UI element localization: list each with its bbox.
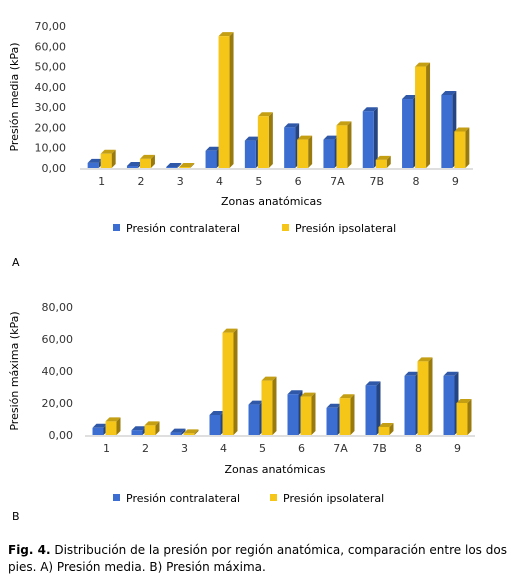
bar-contralateral-7A	[323, 135, 339, 168]
bar-ipsolateral-3	[183, 429, 199, 435]
y-tick-label: 70,00	[35, 20, 67, 33]
x-tick-label: 6	[295, 175, 302, 188]
x-axis-title: Zonas anatómicas	[225, 463, 326, 476]
x-tick-label: 8	[415, 442, 422, 455]
bar-ipsolateral-4	[222, 328, 238, 435]
legend: Presión contralateral Presión ipsolateral	[113, 222, 396, 235]
bar-contralateral-5	[248, 400, 264, 435]
legend-label: Presión ipsolateral	[283, 492, 384, 505]
bar-contralateral-9	[443, 371, 459, 435]
bar-ipsolateral-3	[179, 162, 195, 168]
caption-label: Fig. 4.	[8, 543, 51, 557]
x-tick-label: 7A	[330, 175, 345, 188]
legend-label: Presión contralateral	[126, 222, 240, 235]
x-tick-label: 7B	[372, 442, 387, 455]
x-tick-label: 5	[255, 175, 262, 188]
legend-label: Presión contralateral	[126, 492, 240, 505]
legend: Presión contralateral Presión ipsolateral	[113, 492, 384, 505]
bar-ipsolateral-8	[417, 357, 433, 435]
bar-ipsolateral-7A	[339, 394, 355, 435]
panel-label: A	[12, 256, 20, 269]
x-tick-label: 1	[98, 175, 105, 188]
y-tick-label: 0,00	[49, 429, 74, 442]
figure-charts: 0,0010,0020,0030,0040,0050,0060,0070,00P…	[8, 20, 475, 523]
bar-contralateral-9	[441, 90, 457, 168]
x-tick-label: 7A	[333, 442, 348, 455]
bar-contralateral-3	[170, 428, 186, 435]
legend-label: Presión ipsolateral	[295, 222, 396, 235]
bar-ipsolateral-2	[144, 421, 160, 435]
y-tick-label: 10,00	[35, 142, 67, 155]
bar-contralateral-7B	[365, 381, 381, 435]
x-tick-label: 2	[142, 442, 149, 455]
bar-contralateral-3	[166, 162, 182, 168]
bar-contralateral-1	[92, 423, 108, 435]
y-tick-label: 60,00	[35, 40, 67, 53]
y-tick-label: 60,00	[42, 333, 74, 346]
y-tick-label: 50,00	[35, 61, 67, 74]
bar-ipsolateral-6	[297, 135, 313, 168]
bar-ipsolateral-5	[257, 112, 273, 168]
bar-ipsolateral-7A	[336, 121, 352, 168]
caption-text: Distribución de la presión por región an…	[8, 543, 507, 574]
bar-contralateral-2	[131, 426, 147, 435]
chart-A: 0,00 10,00 20,00 30,00 40,00 50,00 60,00 70,00 P…	[8, 20, 473, 269]
bar-contralateral-1	[87, 158, 103, 168]
bar-ipsolateral-8	[415, 62, 431, 169]
bar-ipsolateral-1	[100, 149, 116, 168]
legend-swatch	[113, 224, 120, 231]
y-tick-label: 80,00	[42, 301, 74, 314]
bar-contralateral-7B	[362, 107, 378, 168]
y-tick-label: 30,00	[35, 101, 67, 114]
x-tick-label: 4	[220, 442, 227, 455]
bar-contralateral-2	[126, 161, 142, 168]
legend-swatch	[113, 494, 120, 501]
bar-contralateral-4	[209, 411, 225, 435]
figure-caption: Fig. 4. Distribución de la presión por r…	[8, 542, 518, 576]
x-tick-label: 6	[298, 442, 305, 455]
y-axis-title: Presión máxima (kPa)	[8, 311, 21, 430]
bar-contralateral-8	[402, 95, 418, 168]
y-axis-title: Presión media (kPa)	[8, 42, 21, 151]
legend-swatch	[282, 224, 289, 231]
x-tick-label: 8	[413, 175, 420, 188]
bar-ipsolateral-5	[261, 376, 277, 435]
x-axis-title: Zonas anatómicas	[221, 195, 322, 208]
x-tick-label: 2	[137, 175, 144, 188]
x-tick-label: 9	[454, 442, 461, 455]
bar-ipsolateral-7B	[378, 423, 394, 435]
x-tick-label: 4	[216, 175, 223, 188]
y-tick-label: 20,00	[42, 397, 74, 410]
bar-ipsolateral-7B	[375, 155, 391, 168]
x-tick-label: 1	[103, 442, 110, 455]
bar-ipsolateral-9	[456, 399, 472, 435]
bar-contralateral-6	[284, 123, 300, 168]
bar-ipsolateral-4	[218, 32, 234, 169]
x-tick-label: 3	[181, 442, 188, 455]
bar-ipsolateral-1	[105, 417, 121, 435]
bar-ipsolateral-2	[139, 154, 155, 168]
legend-swatch	[270, 494, 277, 501]
bar-ipsolateral-9	[454, 127, 470, 168]
bar-contralateral-5	[244, 136, 260, 168]
x-tick-label: 5	[259, 442, 266, 455]
bar-contralateral-7A	[326, 403, 342, 435]
bar-contralateral-4	[205, 146, 221, 168]
y-tick-label: 40,00	[35, 81, 67, 94]
y-tick-label: 0,00	[42, 162, 67, 175]
y-tick-label: 40,00	[42, 365, 74, 378]
bar-contralateral-6	[287, 390, 303, 435]
x-tick-label: 7B	[369, 175, 384, 188]
x-tick-label: 3	[177, 175, 184, 188]
bar-ipsolateral-6	[300, 392, 316, 435]
bar-contralateral-8	[404, 371, 420, 435]
chart-B: 0,00 20,00 40,00 60,00 80,00 Presión máxima (…	[8, 301, 475, 523]
panel-label: B	[12, 510, 20, 523]
x-tick-label: 9	[452, 175, 459, 188]
y-tick-label: 20,00	[35, 121, 67, 134]
